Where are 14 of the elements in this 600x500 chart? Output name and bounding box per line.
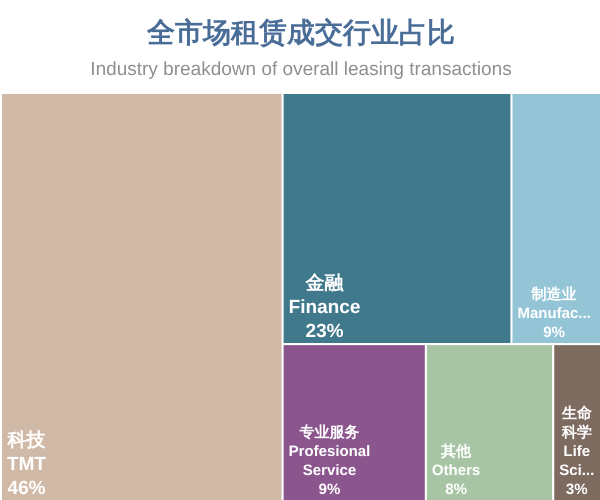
category-label: 其他 Others <box>432 443 480 479</box>
category-label: 金融 Finance <box>288 273 360 318</box>
data-label: 8% <box>445 481 467 498</box>
data-label: 3% <box>566 481 588 498</box>
category-label: 专业服务 Profesional Service <box>288 424 370 479</box>
data-label: 9% <box>318 481 340 498</box>
data-label: 23% <box>306 321 344 342</box>
category-label: 科技 TMT <box>6 430 47 475</box>
data-label: 9% <box>543 324 565 342</box>
data-label: 46% <box>8 478 46 499</box>
category-label: 生命科学 Life Sci... <box>559 405 594 479</box>
text: Industry breakdown of overall leasing transactions <box>90 59 512 80</box>
text: 全市场租赁成交行业占比 <box>146 16 455 49</box>
category-label: 制造业 Manufac... <box>517 286 591 322</box>
